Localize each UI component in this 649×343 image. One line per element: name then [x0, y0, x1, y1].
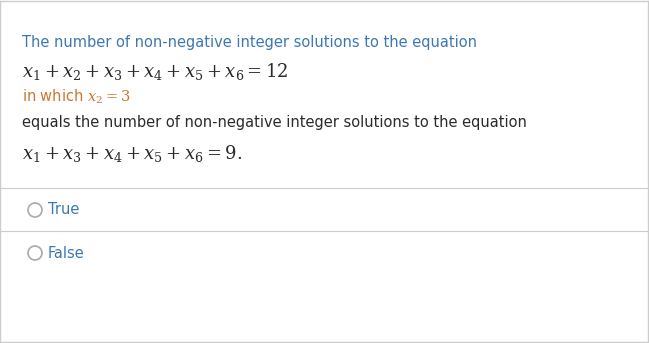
Text: in which $x_2 = 3$: in which $x_2 = 3$ [22, 88, 130, 106]
Text: True: True [48, 202, 79, 217]
Text: False: False [48, 246, 85, 260]
Text: The number of non-negative integer solutions to the equation: The number of non-negative integer solut… [22, 35, 477, 50]
Text: equals the number of non-negative integer solutions to the equation: equals the number of non-negative intege… [22, 115, 527, 130]
Text: $x_1 + x_3 + x_4 + x_5 + x_6 = 9.$: $x_1 + x_3 + x_4 + x_5 + x_6 = 9.$ [22, 143, 243, 164]
Text: $x_1 + x_2 + x_3 + x_4 + x_5 + x_6 = 12$: $x_1 + x_2 + x_3 + x_4 + x_5 + x_6 = 12$ [22, 61, 289, 82]
